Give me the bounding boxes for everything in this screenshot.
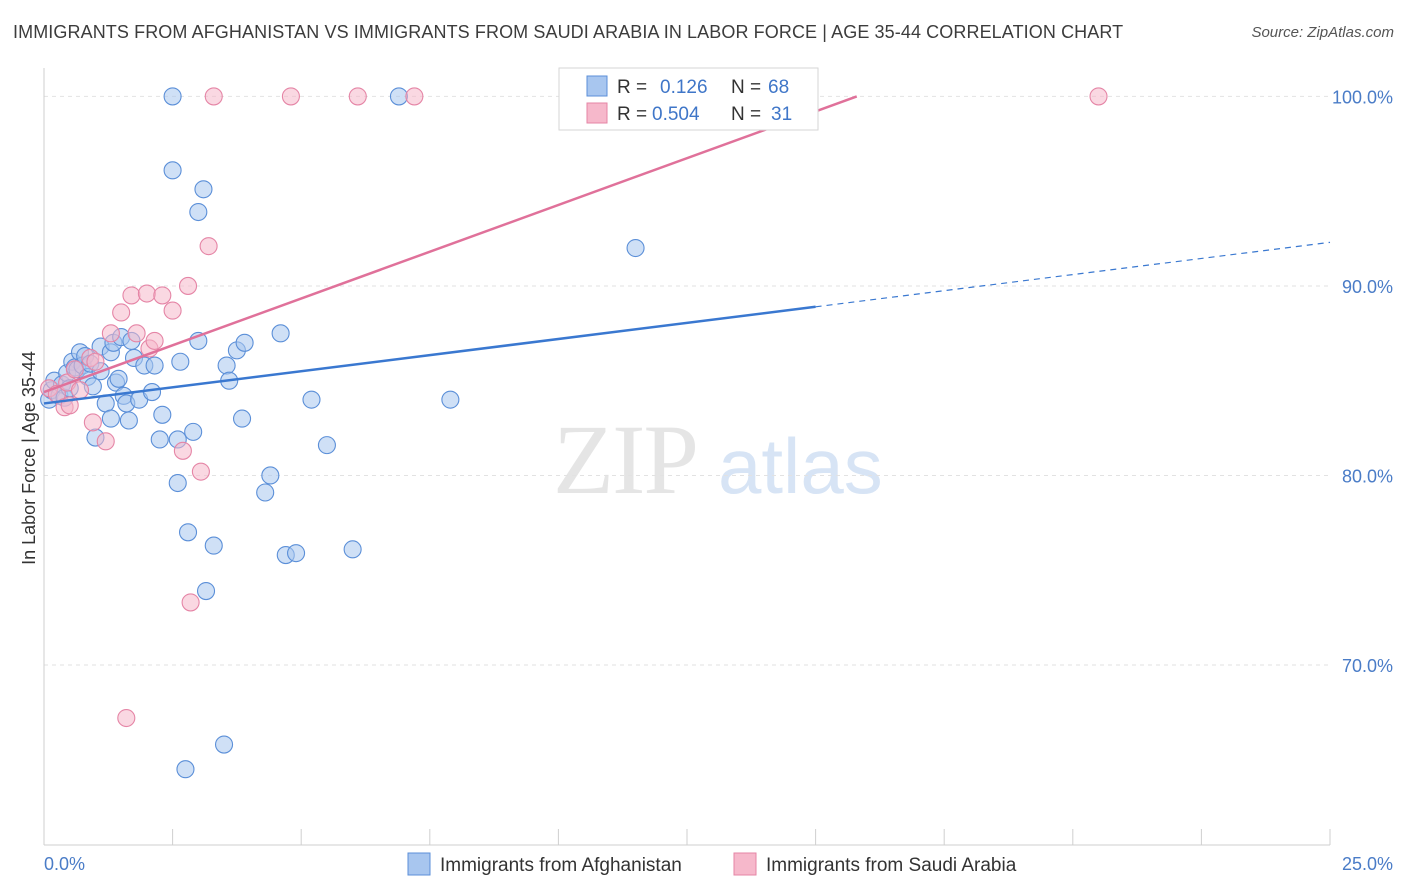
- saudi-arabia-point: [181, 593, 200, 612]
- stats-legend-n-label-afghanistan: N =: [731, 77, 761, 98]
- stats-legend: R = 0.126 N = 68 R = 0.504 N = 31: [558, 67, 819, 131]
- afghanistan-point: [389, 87, 408, 106]
- afghanistan-point: [204, 536, 223, 555]
- afghanistan-point: [261, 466, 280, 485]
- saudi-arabia-point: [112, 303, 131, 322]
- x-minor-ticks: [43, 829, 1331, 845]
- saudi-arabia-point: [65, 360, 84, 379]
- saudi-arabia-point: [281, 87, 300, 106]
- afghanistan-point: [271, 324, 290, 343]
- afghanistan-point: [163, 87, 182, 106]
- afghanistan-point: [184, 422, 203, 441]
- afghanistan-point: [153, 405, 172, 424]
- afghanistan-point: [119, 411, 138, 430]
- afghanistan-point: [441, 390, 460, 409]
- afghanistan-point: [214, 735, 234, 754]
- trend-lines: [43, 95, 1331, 405]
- saudi-arabia-point: [127, 324, 146, 343]
- x-tick-labels: 0.0% 25.0%: [44, 854, 1393, 874]
- watermark: ZIP atlas: [553, 404, 883, 515]
- afghanistan-point: [150, 430, 169, 449]
- saudi-arabia-point: [348, 87, 367, 106]
- saudi-arabia-point: [83, 413, 102, 432]
- stats-legend-r-label-afghanistan: R =: [617, 77, 647, 98]
- saudi-arabia-point: [137, 284, 156, 303]
- afghanistan-trend-line: [43, 305, 816, 405]
- afghanistan-point: [163, 161, 182, 180]
- series-legend-swatch-saudi: [733, 852, 757, 876]
- saudi-arabia-trend-line: [43, 95, 858, 394]
- afghanistan-point: [109, 369, 128, 388]
- afghanistan-point: [256, 483, 275, 502]
- saudi-arabia-point: [153, 286, 172, 305]
- stats-legend-n-value-saudi: 31: [771, 104, 792, 125]
- afghanistan-point: [194, 180, 213, 199]
- afghanistan-point: [217, 356, 236, 375]
- afghanistan-point: [142, 383, 162, 402]
- stats-legend-r-value-afghanistan: 0.126: [660, 77, 708, 98]
- afghanistan-point: [189, 202, 208, 222]
- afghanistan-point: [101, 409, 120, 428]
- afghanistan-point: [232, 409, 252, 428]
- series-legend-swatch-afghanistan: [407, 852, 431, 876]
- saudi-arabia-point: [96, 432, 115, 451]
- source-label: Source: ZipAtlas.com: [1251, 24, 1394, 41]
- y-tick-label: 100.0%: [1332, 87, 1393, 107]
- stats-legend-swatch-afghanistan: [586, 75, 608, 97]
- afghanistan-point: [168, 473, 187, 493]
- afghanistan-point: [317, 436, 336, 455]
- stats-legend-n-value-afghanistan: 68: [768, 77, 789, 98]
- afghanistan-trend-extension: [815, 241, 1331, 308]
- afghanistan-point: [171, 352, 190, 371]
- y-tick-labels: 100.0% 90.0% 80.0% 70.0%: [1332, 87, 1393, 676]
- y-tick-label: 90.0%: [1342, 277, 1393, 297]
- saudi-arabia-point: [191, 462, 210, 481]
- saudi-arabia-point: [1089, 87, 1108, 106]
- afghanistan-point: [235, 333, 254, 352]
- saudi-arabia-point: [70, 381, 90, 400]
- series-legend-label-afghanistan: Immigrants from Afghanistan: [440, 855, 682, 876]
- saudi-arabia-point: [101, 324, 120, 343]
- saudi-arabia-point: [117, 708, 136, 728]
- stats-legend-r-value-saudi: 0.504: [652, 104, 700, 125]
- y-tick-label: 70.0%: [1342, 656, 1393, 676]
- saudi-arabia-point: [178, 276, 198, 295]
- y-axis-title: In Labor Force | Age 35-44: [19, 351, 39, 565]
- afghanistan-point: [343, 540, 362, 559]
- afghanistan-point: [302, 390, 321, 409]
- watermark-zip: ZIP: [553, 404, 697, 515]
- afghanistan-point: [145, 356, 164, 375]
- saudi-arabia-point: [122, 286, 141, 305]
- afghanistan-point: [176, 760, 195, 779]
- saudi-arabia-point: [145, 331, 164, 350]
- stats-legend-r-label-saudi: R =: [617, 104, 647, 125]
- x-tick-label: 25.0%: [1342, 854, 1393, 874]
- saudi-arabia-points: [40, 87, 1108, 728]
- series-legend: Immigrants from Afghanistan Immigrants f…: [407, 852, 1017, 876]
- stats-legend-swatch-saudi: [586, 102, 608, 124]
- afghanistan-point: [196, 582, 216, 601]
- x-tick-label: 0.0%: [44, 854, 85, 874]
- chart-title: IMMIGRANTS FROM AFGHANISTAN VS IMMIGRANT…: [13, 22, 1124, 42]
- afghanistan-point: [178, 523, 198, 542]
- saudi-arabia-point: [173, 441, 192, 460]
- saudi-arabia-point: [86, 352, 105, 371]
- saudi-arabia-point: [204, 87, 223, 106]
- series-legend-label-saudi: Immigrants from Saudi Arabia: [766, 855, 1017, 876]
- y-tick-label: 80.0%: [1342, 466, 1393, 486]
- afghanistan-point: [287, 544, 306, 563]
- stats-legend-n-label-saudi: N =: [731, 104, 761, 125]
- saudi-arabia-point: [199, 237, 218, 256]
- saudi-arabia-point: [405, 87, 424, 106]
- saudi-arabia-point: [163, 301, 182, 320]
- afghanistan-point: [626, 238, 645, 258]
- watermark-atlas: atlas: [718, 422, 883, 510]
